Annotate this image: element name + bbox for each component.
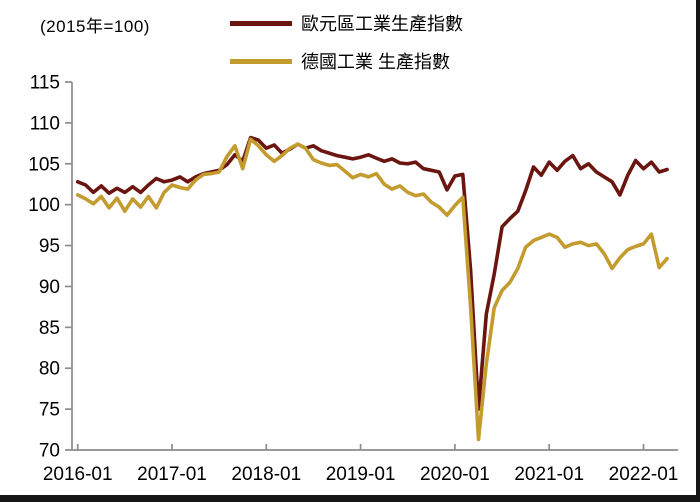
legend-label-eurozone: 歐元區工業生產指數 — [301, 14, 463, 34]
legend-swatch-germany — [230, 58, 292, 64]
x-tick-label: 2016-01 — [43, 464, 113, 485]
axis-unit-note: (2015年=100) — [40, 17, 150, 36]
axes — [71, 82, 678, 451]
series-line-1 — [75, 137, 669, 442]
y-tick-label: 100 — [28, 195, 60, 216]
legend-item-eurozone: 歐元區工業生產指數 — [230, 10, 463, 36]
x-tick-label: 2021-01 — [514, 464, 584, 485]
y-tick-label: 115 — [30, 73, 60, 94]
x-tick-label: 2017-01 — [137, 464, 207, 485]
x-tick-label: 2019-01 — [326, 464, 396, 485]
window-border-bottom — [0, 495, 700, 502]
y-tick-label: 85 — [39, 318, 60, 339]
legend-swatch-eurozone — [230, 20, 292, 26]
y-tick-label: 95 — [39, 236, 60, 257]
y-tick-label: 80 — [39, 359, 60, 380]
y-tick-label: 105 — [28, 154, 60, 175]
x-tick-label: 2022-01 — [609, 464, 679, 485]
legend: 歐元區工業生產指數 德國工業 生產指數 — [230, 10, 463, 74]
x-tick-label: 2018-01 — [231, 464, 301, 485]
legend-label-germany: 德國工業 生產指數 — [301, 52, 451, 72]
y-tick-label: 75 — [39, 400, 60, 421]
legend-item-germany: 德國工業 生產指數 — [230, 48, 463, 74]
y-tick-label: 110 — [30, 113, 60, 134]
x-tick-label: 2020-01 — [420, 464, 490, 485]
series-line-0 — [75, 135, 669, 411]
y-tick-label: 90 — [39, 277, 60, 298]
window-border-right — [696, 0, 700, 502]
y-tick-label: 70 — [39, 441, 60, 462]
